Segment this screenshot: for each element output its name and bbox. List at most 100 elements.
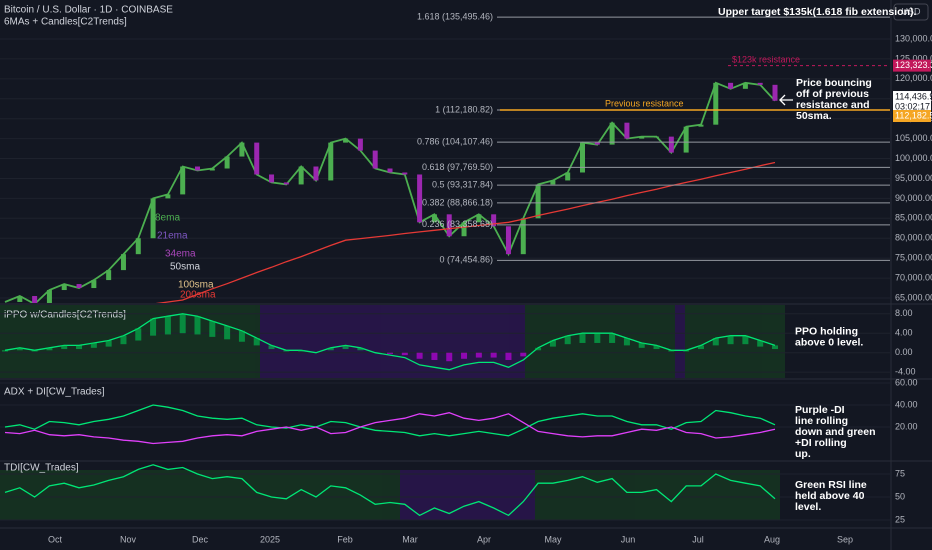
x-tick-label: Mar [402,534,418,544]
x-tick-label: Jun [621,534,636,544]
price-tag [893,110,931,123]
currency-box[interactable] [893,3,929,21]
candle [757,82,763,85]
histogram-bar [520,352,527,357]
y-tick-label: 20.00 [895,421,918,431]
histogram-bar [535,347,542,351]
histogram-bar [431,352,438,360]
histogram-bar [164,316,171,335]
fib-label: 0.618 (97,769.50) [422,162,493,172]
candle [32,296,38,303]
candle [357,138,363,151]
histogram-bar [757,340,764,347]
histogram-bar [209,321,216,337]
fib-label: 0.382 (88,866.18) [422,197,493,207]
histogram-bar [609,333,616,343]
candle [372,150,378,169]
countdown: 03:02:17 [895,101,930,111]
histogram-bar [327,347,334,351]
histogram-bar [224,325,231,340]
candle [505,226,511,255]
candle [713,82,719,125]
histogram-bar [268,345,275,350]
price-tag-label: 114,436.99 [895,91,932,101]
y-tick-label: 90,000.00 [895,193,932,203]
histogram-bar [416,352,423,359]
fib-label: 1.618 (135,495.46) [417,11,493,21]
plot [4,464,776,517]
candle [239,142,245,157]
ma-label: 34ema [165,249,196,260]
candle [728,82,734,89]
y-tick-label: 40.00 [895,399,918,409]
candle [446,214,452,237]
histogram-bar [61,345,68,350]
histogram-bar [283,350,290,352]
currency[interactable]: USD [901,6,921,16]
histogram-bar [150,318,157,336]
candle [150,198,156,239]
x-tick-label: Nov [120,534,137,544]
histogram-bar [727,335,734,345]
y-tick-label: 100,000.00 [895,153,932,163]
candle [17,296,23,302]
x-tick-label: May [544,534,562,544]
x-tick-label: Aug [764,534,780,544]
candle [387,168,393,173]
plot [4,404,776,445]
candle [195,166,200,171]
histogram-bar [461,352,468,359]
series-line [4,81,776,303]
annotation: Upper target $135k(1.618 fib extension). [718,6,916,18]
y-tick-label: 50 [895,491,905,501]
histogram-bar [342,345,349,350]
fib-label: 0 (74,454.86) [439,255,493,265]
series-line [4,404,776,437]
histogram-bar [46,347,53,351]
plot [2,313,778,371]
panel-title: TDI[CW_Trades] [4,463,79,474]
histogram-bar [76,345,83,350]
series-line [4,464,776,517]
candle [135,238,141,255]
fib-label: 0.5 (93,317.84) [432,180,493,190]
histogram-bar [253,338,260,346]
candle [580,142,585,173]
candle [106,270,112,281]
annotation-note: PPO holding above 0 level. [795,325,863,348]
histogram-bar [179,313,186,334]
ma-label: 50sma [170,262,200,273]
candle [683,126,689,153]
candle [772,84,778,101]
candle [76,284,82,289]
candle [209,168,215,171]
x-tick-label: Dec [192,534,209,544]
y-tick-label: 0.00 [895,347,913,357]
y-tick-label: 95,000.00 [895,173,932,183]
histogram-bar [446,352,453,362]
histogram-bar [31,350,38,352]
ma-label: 21ema [157,231,188,242]
candle [298,166,304,185]
histogram-bar [653,345,660,350]
histogram-bar [697,345,704,350]
price-tag-label: 123,323.32 [895,60,932,70]
candle [254,142,260,175]
candle [313,166,319,181]
candle [343,138,349,143]
y-tick-label: 125,000.00 [895,53,932,63]
candle [565,172,571,181]
candle [431,214,437,223]
histogram-bar [594,333,601,343]
y-tick-label: 25 [895,514,905,524]
histogram-bar [623,338,630,346]
candle [491,214,497,227]
fib-label: 0.236 (83,358.68) [422,219,493,229]
histogram-bar [357,347,364,351]
histogram-bar [90,342,97,348]
series-line [155,161,776,303]
plot: 1.618 (135,495.46) 1 (112,180.82) 0.786 (1… [4,11,890,303]
histogram-bar [579,333,586,343]
